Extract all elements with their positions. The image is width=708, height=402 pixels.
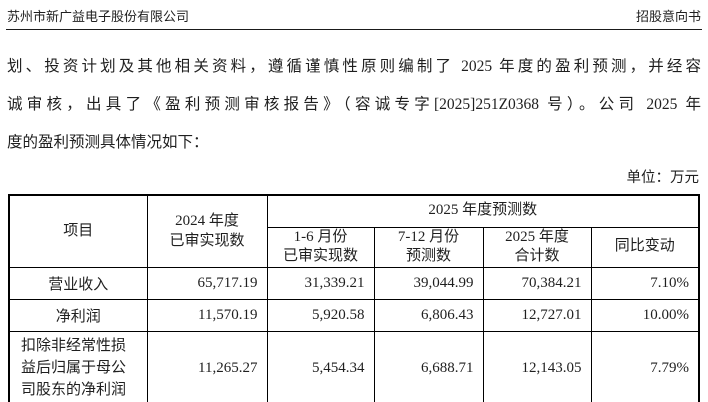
col-header-2024-actual: 2024 年度 已审实现数 [146, 194, 268, 269]
page-header: 苏州市新广益电子股份有限公司 招股意向书 [6, 0, 702, 30]
col-header-h1-actual: 1-6 月份 已审实现数 [266, 226, 375, 269]
cell-yoy-change: 7.10% [590, 267, 700, 301]
paragraph-line: 划、投资计划及其他相关资料，遵循谨慎性原则编制了 2025 年度的盈利预测，并经… [7, 58, 701, 75]
cell-2024-actual: 11,570.19 [146, 299, 268, 333]
profit-forecast-table: 项目 2024 年度 已审实现数 2025 年度预测数 1-6 月份 已审实现数… [8, 194, 701, 402]
cell-2024-actual: 11,265.27 [146, 331, 268, 402]
cell-h1-actual: 5,454.34 [266, 331, 375, 402]
col-header-item: 项目 [8, 194, 148, 269]
body-paragraph: 划、投资计划及其他相关资料，遵循谨慎性原则编制了 2025 年度的盈利预测，并经… [7, 48, 701, 162]
unit-label: 单位：万元 [626, 170, 700, 186]
col-header-2025-forecast-group: 2025 年度预测数 [266, 194, 700, 228]
company-name: 苏州市新广益电子股份有限公司 [7, 9, 190, 24]
row-item-label: 净利润 [8, 299, 148, 333]
cell-h2-forecast: 6,688.71 [373, 331, 484, 402]
cell-h2-forecast: 39,044.99 [373, 267, 484, 301]
col-header-yoy-change: 同比变动 [590, 226, 700, 269]
cell-2025-total: 12,727.01 [482, 299, 592, 333]
row-item-label: 扣除非经常性损益后归属于母公司股东的净利润 [8, 331, 148, 402]
paragraph-line: 度的盈利预测具体情况如下： [7, 134, 209, 151]
row-item-label: 营业收入 [8, 267, 148, 301]
paragraph-line: 诚审核，出具了《盈利预测审核报告》（容诚专字[2025]251Z0368 号）。… [7, 96, 701, 113]
cell-2025-total: 12,143.05 [482, 331, 592, 402]
cell-h2-forecast: 6,806.43 [373, 299, 484, 333]
cell-yoy-change: 10.00% [590, 299, 700, 333]
col-header-2025-total: 2025 年度 合计数 [482, 226, 592, 269]
cell-2024-actual: 65,717.19 [146, 267, 268, 301]
cell-2025-total: 70,384.21 [482, 267, 592, 301]
cell-h1-actual: 31,339.21 [266, 267, 375, 301]
cell-yoy-change: 7.79% [590, 331, 700, 402]
col-header-h2-forecast: 7-12 月份 预测数 [373, 226, 484, 269]
table-row: 营业收入 65,717.19 31,339.21 39,044.99 70,38… [8, 267, 700, 301]
table-row: 净利润 11,570.19 5,920.58 6,806.43 12,727.0… [8, 299, 700, 333]
document-type-label: 招股意向书 [635, 9, 701, 24]
cell-h1-actual: 5,920.58 [266, 299, 375, 333]
table-row: 扣除非经常性损益后归属于母公司股东的净利润 11,265.27 5,454.34… [8, 331, 700, 402]
